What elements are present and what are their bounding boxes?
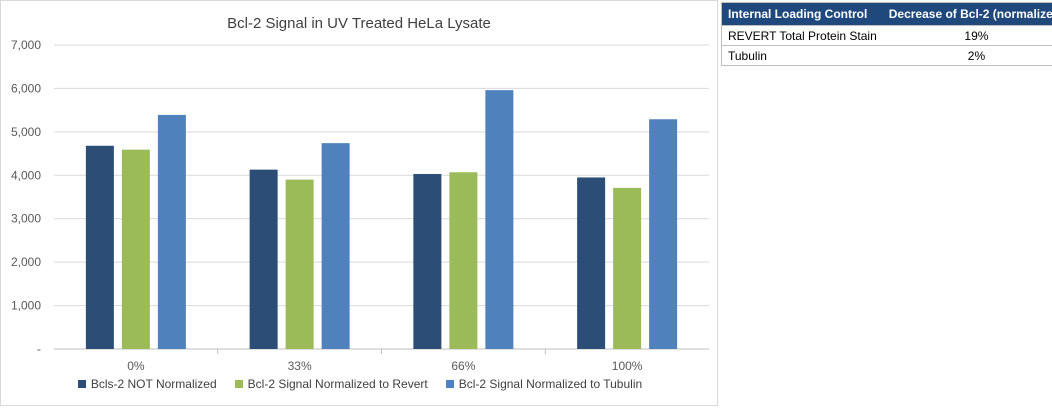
y-tick-label: 2,000 <box>11 255 41 269</box>
bar <box>413 173 442 349</box>
bar <box>321 143 350 349</box>
bar <box>649 119 678 350</box>
x-tick-label: 66% <box>451 359 475 373</box>
table-cell-control: Tubulin <box>721 45 883 66</box>
bar-chart: Bcl-2 Signal in UV Treated HeLa Lysate -… <box>11 15 709 373</box>
legend-label: Bcl-2 Signal Normalized to Revert <box>247 377 428 391</box>
bars <box>85 90 678 350</box>
x-tick-label: 33% <box>288 359 312 373</box>
y-tick-label: 3,000 <box>11 212 41 226</box>
bar <box>449 172 478 349</box>
table-cell-control: REVERT Total Protein Stain <box>721 25 883 46</box>
legend-item: Bcl-2 Signal Normalized to Tubulin <box>445 377 643 391</box>
table-cell-decrease: 19% <box>882 25 1052 46</box>
y-tick-label: 6,000 <box>11 81 41 95</box>
loading-control-table: Internal Loading Control Decrease of Bcl… <box>721 2 1052 66</box>
bar <box>157 114 186 349</box>
table-header-control: Internal Loading Control <box>721 2 883 26</box>
legend-label: Bcls-2 NOT Normalized <box>90 377 217 391</box>
chart-panel: Bcl-2 Signal in UV Treated HeLa Lysate -… <box>0 0 718 406</box>
table-header-decrease: Decrease of Bcl-2 (normalized) <box>882 2 1052 26</box>
legend: Bcls-2 NOT Normalized Bcl-2 Signal Normal… <box>1 377 719 391</box>
legend-swatch <box>234 380 243 388</box>
y-tick-label: 1,000 <box>11 299 41 313</box>
x-axis-ticks: 0% 33% 66% 100% <box>127 349 643 373</box>
table-row: Tubulin 2% <box>721 45 1052 66</box>
bar <box>121 149 150 349</box>
bar <box>577 177 606 349</box>
bar <box>85 145 114 349</box>
y-tick-label: 4,000 <box>11 168 41 182</box>
legend-swatch <box>445 380 454 388</box>
x-tick-label: 0% <box>127 359 145 373</box>
bar <box>249 169 278 349</box>
table-cell-decrease: 2% <box>882 45 1052 66</box>
chart-title: Bcl-2 Signal in UV Treated HeLa Lysate <box>227 15 491 32</box>
legend-swatch <box>77 380 86 388</box>
bar <box>485 90 514 349</box>
bar <box>285 179 314 349</box>
y-tick-label: - <box>37 342 41 356</box>
legend-label: Bcl-2 Signal Normalized to Tubulin <box>458 377 643 391</box>
y-axis-ticks: - 1,000 2,000 3,000 4,000 5,000 6,000 7,000 <box>11 38 41 356</box>
legend-item: Bcls-2 NOT Normalized <box>77 377 217 391</box>
y-tick-label: 5,000 <box>11 125 41 139</box>
y-tick-label: 7,000 <box>11 38 41 52</box>
table-row: REVERT Total Protein Stain 19% <box>721 25 1052 46</box>
legend-item: Bcl-2 Signal Normalized to Revert <box>234 377 428 391</box>
x-tick-label: 100% <box>612 359 643 373</box>
table-header-row: Internal Loading Control Decrease of Bcl… <box>721 2 1052 26</box>
bar <box>613 187 642 349</box>
gridlines <box>54 44 709 350</box>
